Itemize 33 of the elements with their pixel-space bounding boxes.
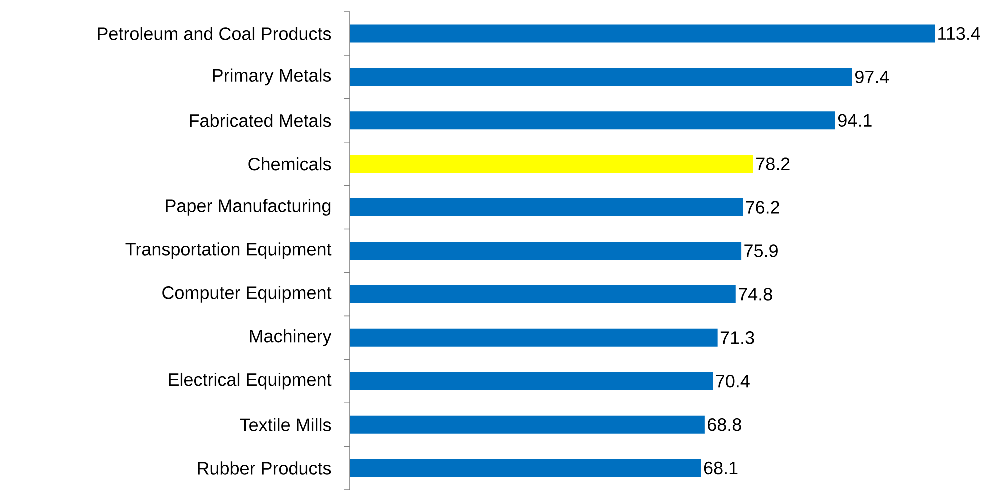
y-tick-label: Chemicals bbox=[248, 157, 332, 171]
bar bbox=[350, 328, 718, 347]
data-label: 68.8 bbox=[708, 418, 742, 432]
data-label: 97.4 bbox=[856, 70, 890, 84]
y-tick-label: Computer Equipment bbox=[162, 286, 332, 303]
data-label: 94.1 bbox=[838, 114, 872, 128]
bar bbox=[350, 285, 736, 304]
y-tick-label: Fabricated Metals bbox=[190, 114, 332, 128]
bar bbox=[350, 24, 936, 43]
y-tick-label: Primary Metals bbox=[213, 68, 332, 86]
y-tick-label: Electrical Equipment bbox=[169, 372, 332, 390]
bar bbox=[350, 372, 714, 390]
bar bbox=[350, 416, 705, 434]
y-tick-label: Transportation Equipment bbox=[126, 242, 332, 260]
y-tick-label: Textile Mills bbox=[240, 418, 332, 432]
y-tick-label: Petroleum and Coal Products bbox=[98, 27, 332, 40]
bar bbox=[350, 112, 836, 130]
data-label: 75.9 bbox=[744, 244, 778, 258]
y-tick-label: Rubber Products bbox=[198, 462, 332, 475]
data-label: 74.8 bbox=[739, 288, 772, 301]
y-tick-label: Paper Manufacturing bbox=[166, 199, 331, 216]
data-label: 113.4 bbox=[938, 27, 980, 40]
data-label: 78.2 bbox=[756, 158, 790, 170]
bar bbox=[350, 242, 742, 260]
bar bbox=[350, 459, 702, 478]
bar bbox=[350, 155, 754, 174]
bar bbox=[350, 68, 852, 86]
data-label: 76.2 bbox=[746, 201, 780, 214]
data-label: 70.4 bbox=[716, 375, 750, 388]
bar bbox=[350, 198, 744, 217]
y-tick-label: Machinery bbox=[250, 330, 332, 346]
data-label: 71.3 bbox=[720, 332, 754, 344]
data-label: 68.1 bbox=[704, 462, 738, 475]
